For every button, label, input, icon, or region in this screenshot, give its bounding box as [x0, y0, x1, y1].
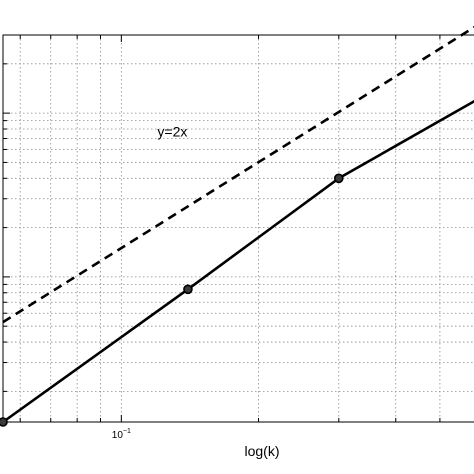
labels-layer: 10−1 log(k) y=2x — [112, 123, 280, 459]
x-tick-label: 10−1 — [112, 428, 131, 441]
annotation-label: y=2x — [157, 123, 187, 139]
solid-series-line — [2, 99, 474, 424]
x-tick-label-base: 10 — [112, 430, 124, 441]
series-marker — [333, 173, 344, 184]
series-marker — [183, 284, 193, 295]
series-marker — [0, 417, 8, 427]
x-axis-label: log(k) — [244, 443, 279, 459]
x-tick-label-exponent: −1 — [123, 428, 131, 435]
series-layer — [0, 25, 474, 427]
grid — [3, 35, 474, 422]
dashed-series-line — [2, 25, 474, 324]
axis-ticks — [3, 35, 441, 422]
axes-frame — [2, 34, 474, 423]
